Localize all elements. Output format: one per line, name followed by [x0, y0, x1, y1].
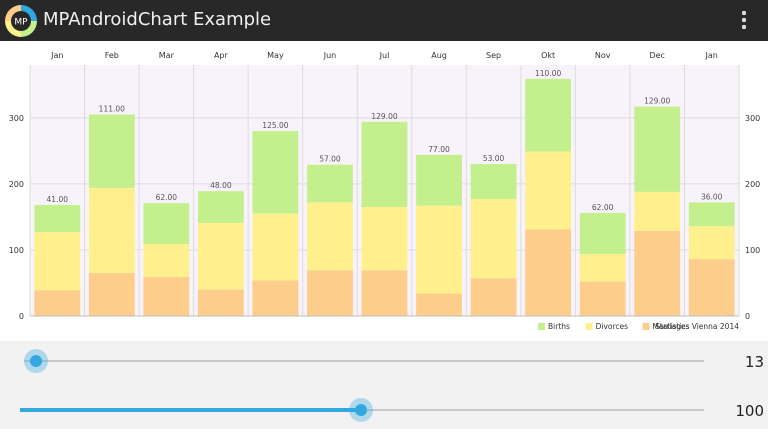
- legend-swatch-marriages: [642, 323, 650, 330]
- bar-segment-births[interactable]: [470, 164, 517, 200]
- seekbar-y-value: 100: [735, 402, 764, 420]
- x-tick-label: Nov: [595, 51, 611, 60]
- y-tick-label-right: 200: [745, 180, 760, 189]
- legend-swatch-births: [538, 323, 545, 330]
- chart-canvas[interactable]: 00100100200200300300Jan39.0088.0041.00Fe…: [0, 41, 768, 341]
- bar-value-label: 62.00: [592, 203, 614, 212]
- bar-value-label: 77.00: [428, 145, 450, 154]
- bar-segment-marriages[interactable]: [525, 229, 572, 316]
- y-tick-label-left: 300: [9, 114, 24, 123]
- bar-segment-divorces[interactable]: [307, 202, 353, 271]
- x-tick-label: Sep: [486, 51, 501, 60]
- bar-value-label: 41.00: [47, 195, 69, 204]
- y-tick-label-right: 100: [745, 246, 760, 255]
- bar-segment-divorces[interactable]: [361, 207, 408, 271]
- legend-swatch-divorces: [585, 323, 593, 330]
- bar-segment-marriages[interactable]: [34, 290, 81, 316]
- x-tick-label: Jan: [705, 51, 718, 60]
- bar-segment-births[interactable]: [307, 164, 353, 203]
- controls-panel: 13 100: [0, 341, 768, 429]
- bar-chart[interactable]: 00100100200200300300Jan39.0088.0041.00Fe…: [0, 41, 768, 341]
- bar-segment-divorces[interactable]: [688, 226, 735, 260]
- bar-segment-births[interactable]: [688, 202, 735, 227]
- y-tick-label-right: 300: [745, 114, 760, 123]
- app-logo-icon: MP: [5, 5, 37, 37]
- bar-segment-marriages[interactable]: [197, 289, 244, 316]
- overflow-menu-icon[interactable]: [736, 8, 752, 32]
- bar-segment-marriages[interactable]: [579, 281, 626, 316]
- bar-segment-marriages[interactable]: [307, 270, 353, 316]
- bar-segment-marriages[interactable]: [470, 278, 517, 316]
- y-tick-label-left: 200: [9, 180, 24, 189]
- bar-value-label: 111.00: [99, 105, 125, 114]
- bar-segment-divorces[interactable]: [197, 222, 244, 290]
- bar-segment-births[interactable]: [361, 121, 408, 208]
- x-tick-label: Jun: [323, 51, 337, 60]
- bar-segment-divorces[interactable]: [252, 213, 299, 281]
- x-tick-label: May: [267, 51, 284, 60]
- bar-segment-marriages[interactable]: [361, 270, 408, 316]
- bar-segment-divorces[interactable]: [579, 253, 626, 282]
- bar-segment-divorces[interactable]: [143, 244, 190, 278]
- bar-segment-marriages[interactable]: [143, 277, 190, 316]
- x-tick-label: Jul: [379, 51, 390, 60]
- x-tick-label: Jan: [50, 51, 63, 60]
- y-tick-label-right: 0: [745, 312, 750, 321]
- bar-value-label: 62.00: [156, 193, 178, 202]
- chart-description: Statistics Vienna 2014: [655, 322, 739, 331]
- bar-value-label: 129.00: [371, 112, 397, 121]
- seekbar-y-thumb[interactable]: [349, 398, 373, 422]
- bar-segment-divorces[interactable]: [34, 232, 81, 291]
- x-tick-label: Mar: [159, 51, 175, 60]
- bar-segment-divorces[interactable]: [88, 187, 135, 274]
- bar-segment-marriages[interactable]: [688, 259, 735, 316]
- action-bar: MP MPAndroidChart Example: [0, 0, 768, 41]
- bar-value-label: 57.00: [319, 155, 341, 164]
- seekbar-x-value: 13: [744, 353, 764, 371]
- bar-segment-divorces[interactable]: [525, 151, 572, 230]
- bar-value-label: 48.00: [210, 181, 232, 190]
- bar-value-label: 36.00: [701, 192, 723, 201]
- bar-segment-marriages[interactable]: [252, 280, 299, 316]
- bar-segment-divorces[interactable]: [416, 205, 462, 294]
- bar-segment-births[interactable]: [416, 154, 462, 206]
- app-logo-text: MP: [14, 18, 28, 28]
- seekbar-y[interactable]: [20, 395, 704, 425]
- x-tick-label: Dec: [649, 51, 664, 60]
- y-tick-label-left: 0: [19, 312, 24, 321]
- bar-segment-divorces[interactable]: [634, 191, 681, 231]
- bar-segment-births[interactable]: [88, 114, 135, 188]
- bar-segment-births[interactable]: [252, 131, 299, 214]
- bar-segment-births[interactable]: [525, 78, 572, 152]
- x-tick-label: Apr: [214, 51, 229, 60]
- legend-label-marriages: Marriages: [652, 322, 689, 331]
- x-tick-label: Okt: [541, 51, 555, 60]
- x-tick-label: Feb: [105, 51, 119, 60]
- bar-segment-marriages[interactable]: [634, 230, 681, 316]
- seekbar-x-track[interactable]: [24, 360, 704, 362]
- bar-segment-births[interactable]: [197, 191, 244, 223]
- bar-value-label: 53.00: [483, 154, 505, 163]
- bar-segment-births[interactable]: [34, 205, 81, 233]
- app-title: MPAndroidChart Example: [43, 9, 272, 30]
- bar-segment-births[interactable]: [143, 203, 190, 245]
- x-tick-label: Aug: [431, 51, 447, 60]
- legend-label-births: Births: [548, 322, 570, 331]
- bar-segment-marriages[interactable]: [416, 293, 462, 316]
- bar-segment-births[interactable]: [579, 212, 626, 254]
- bar-segment-marriages[interactable]: [88, 273, 135, 316]
- bar-segment-divorces[interactable]: [470, 199, 517, 279]
- seekbar-y-fill: [20, 408, 360, 412]
- legend-label-divorces: Divorces: [596, 322, 629, 331]
- seekbar-x[interactable]: [24, 346, 704, 376]
- seekbar-x-thumb[interactable]: [24, 349, 48, 373]
- bar-value-label: 125.00: [262, 121, 288, 130]
- y-tick-label-left: 100: [9, 246, 24, 255]
- bar-value-label: 129.00: [644, 97, 670, 106]
- bar-value-label: 110.00: [535, 69, 561, 78]
- bar-segment-births[interactable]: [634, 106, 681, 192]
